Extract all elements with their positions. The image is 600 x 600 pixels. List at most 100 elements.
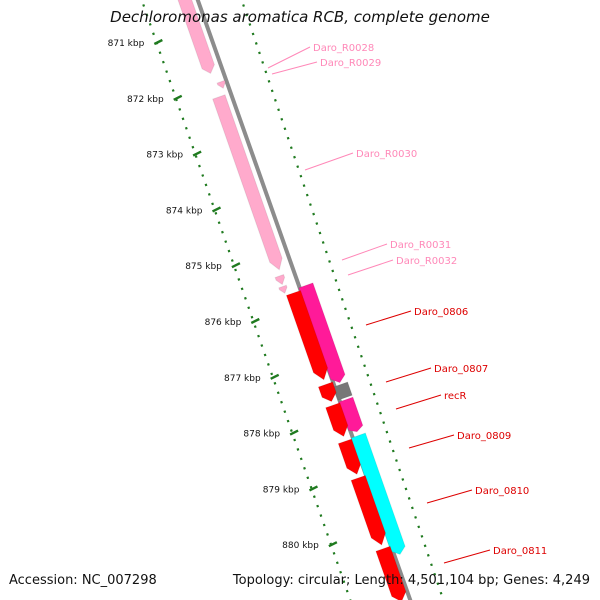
- leader-line: [267, 46, 311, 69]
- tick-mark: [315, 222, 319, 225]
- tick-mark: [181, 117, 185, 121]
- tick-mark: [257, 334, 260, 338]
- tick-mark: [161, 60, 165, 64]
- tick-mark: [254, 42, 258, 45]
- tick-mark: [299, 457, 303, 461]
- tick-mark: [410, 506, 414, 510]
- tick-mark: [324, 250, 328, 254]
- tick-mark: [248, 23, 252, 26]
- tick-mark: [296, 165, 300, 169]
- tick-mark: [277, 108, 280, 112]
- tick-mark: [375, 402, 379, 406]
- tick-mark: [340, 297, 344, 301]
- major-tick: [192, 150, 202, 157]
- tick-mark: [207, 193, 211, 196]
- tick-mark: [276, 391, 280, 395]
- scale-label: 877 kbp: [224, 374, 261, 384]
- tick-mark: [152, 32, 155, 36]
- scale-label: 878 kbp: [243, 430, 280, 440]
- tick-mark: [299, 174, 303, 178]
- accession-text: Accession: NC_007298: [9, 573, 157, 588]
- tick-mark: [436, 582, 440, 586]
- tick-mark: [388, 440, 392, 443]
- tick-mark: [263, 353, 267, 357]
- tick-mark: [379, 411, 382, 415]
- feature-label: Daro_0811: [493, 546, 547, 557]
- tick-mark: [227, 249, 231, 253]
- tick-mark: [286, 419, 290, 423]
- tick-mark: [322, 523, 326, 527]
- tick-mark: [258, 51, 261, 55]
- tick-mark: [273, 381, 277, 385]
- feature-label: Daro_0806: [414, 307, 468, 318]
- gene-daro-r0028: [177, 0, 215, 75]
- tick-mark: [404, 487, 408, 491]
- leader-line: [408, 434, 455, 449]
- tick-mark: [312, 212, 316, 216]
- gene-features: [177, 0, 407, 600]
- scale-label: 876 kbp: [205, 318, 242, 328]
- gene-daro-0811: [375, 545, 407, 600]
- tick-mark: [372, 392, 376, 396]
- tick-mark: [328, 260, 331, 263]
- tick-mark: [309, 203, 312, 206]
- tick-mark: [363, 364, 366, 368]
- major-tick: [270, 373, 280, 380]
- tick-mark: [188, 136, 192, 140]
- major-tick: [231, 262, 241, 269]
- gene-daro-0810: [350, 474, 387, 546]
- tick-mark: [158, 51, 162, 55]
- leader-line: [385, 367, 432, 383]
- tick-mark: [344, 307, 347, 311]
- scale-label: 875 kbp: [185, 262, 222, 272]
- inner-tick-track: [242, 4, 443, 595]
- tick-mark: [142, 4, 146, 7]
- tick-mark: [401, 478, 405, 481]
- tick-mark: [439, 591, 443, 595]
- tick-mark: [395, 459, 398, 462]
- leader-line: [365, 310, 412, 326]
- tick-mark: [214, 211, 218, 215]
- tick-mark: [305, 193, 309, 197]
- tick-mark: [319, 514, 323, 517]
- tick-mark: [407, 497, 411, 500]
- tick-mark: [303, 466, 306, 470]
- tick-mark: [273, 98, 277, 102]
- tick-mark: [148, 22, 152, 26]
- scale-label: 880 kbp: [282, 541, 319, 551]
- tick-mark: [293, 155, 296, 159]
- tick-mark: [198, 164, 201, 168]
- tick-mark: [260, 344, 264, 347]
- gene-daro-r0030: [212, 94, 283, 271]
- tick-mark: [342, 580, 346, 584]
- tick-mark: [217, 221, 221, 225]
- major-tick: [308, 485, 319, 492]
- tick-mark: [264, 70, 268, 74]
- leader-line: [271, 61, 318, 75]
- feature-label: Daro_0807: [434, 364, 488, 375]
- gene-daro-0806: [285, 289, 329, 381]
- tick-mark: [289, 429, 293, 432]
- tick-mark: [280, 400, 283, 404]
- tick-mark: [309, 485, 313, 489]
- tick-mark: [423, 544, 427, 548]
- feature-label: Daro_0809: [457, 431, 511, 442]
- tick-mark: [266, 363, 270, 366]
- tick-mark: [433, 572, 437, 576]
- tick-mark: [224, 240, 228, 244]
- tick-mark: [270, 89, 274, 93]
- tick-mark: [286, 136, 290, 140]
- leader-line: [341, 243, 388, 261]
- feature-label: Daro_0810: [475, 486, 529, 497]
- major-tick: [250, 317, 260, 325]
- tick-mark: [221, 230, 224, 234]
- tick-mark: [194, 155, 198, 159]
- tick-mark: [201, 174, 205, 177]
- tick-mark: [211, 202, 214, 206]
- tick-mark: [366, 373, 370, 377]
- tick-mark: [417, 525, 421, 529]
- leader-line: [395, 394, 442, 410]
- tick-mark: [191, 145, 195, 149]
- feature-label: Daro_R0029: [320, 58, 381, 69]
